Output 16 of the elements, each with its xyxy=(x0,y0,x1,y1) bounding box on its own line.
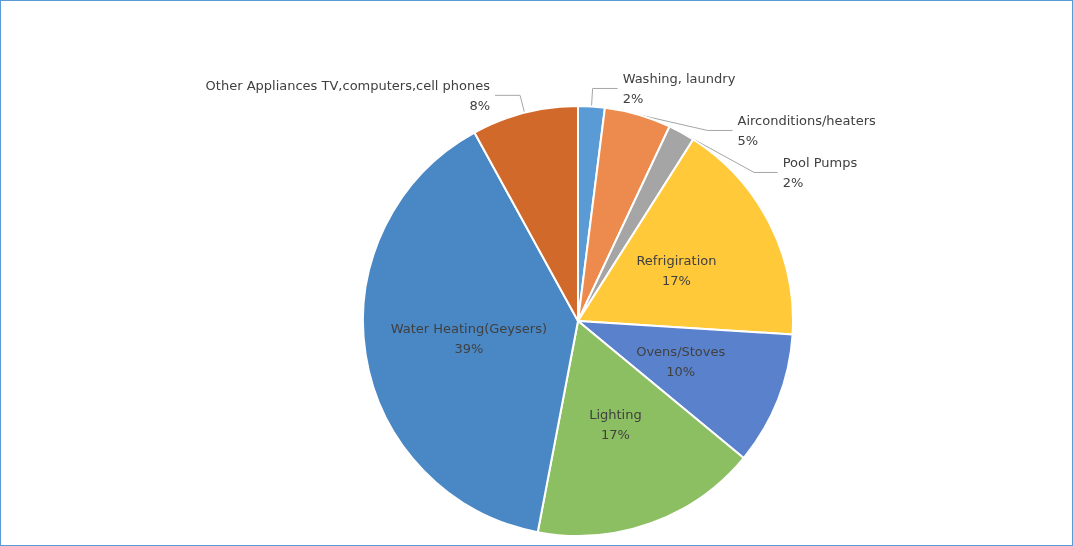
slice-label: Washing, laundry xyxy=(622,70,736,86)
slice-label: Ovens/Stoves xyxy=(636,344,726,360)
slice-label: Refrigiration xyxy=(636,253,717,269)
data-label: 39% xyxy=(454,340,484,356)
slice-label: Other Appliances TV,computers,cell phones xyxy=(205,77,491,93)
data-label: 10% xyxy=(666,364,696,380)
slice-label: Airconditions/heaters xyxy=(737,112,876,128)
data-label: 8% xyxy=(469,97,491,113)
slice-label: Water Heating(Geysers) xyxy=(390,320,548,336)
data-label: 2% xyxy=(622,90,644,106)
slice-label: Lighting xyxy=(589,407,642,423)
slice-label: Pool Pumps xyxy=(782,154,858,170)
data-label: 17% xyxy=(600,427,630,443)
data-label: 5% xyxy=(737,132,759,148)
data-label: 17% xyxy=(662,273,691,289)
data-label: 2% xyxy=(782,174,804,190)
